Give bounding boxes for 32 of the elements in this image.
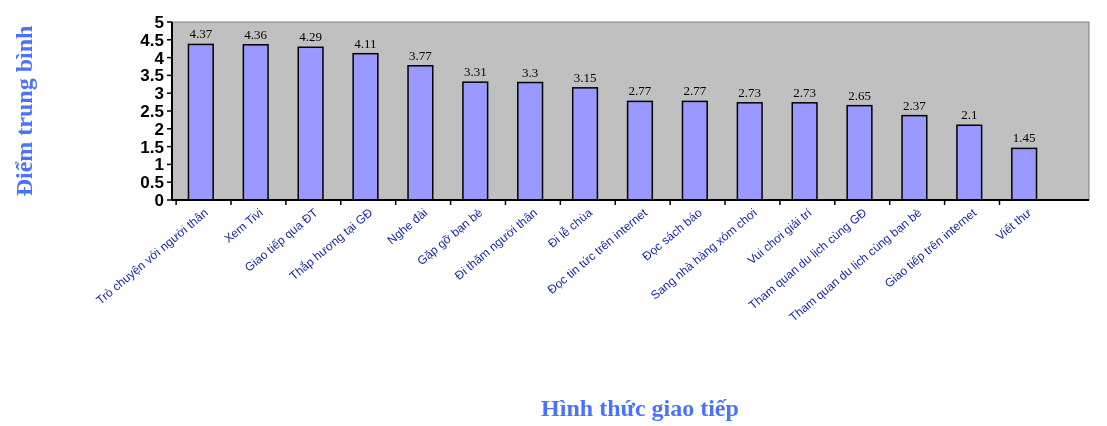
data-label: 2.77: [683, 83, 707, 99]
y-tick-label: 2.5: [140, 101, 164, 121]
data-label: 2.77: [628, 83, 652, 99]
y-tick-label: 1.5: [140, 137, 164, 157]
data-label: 4.36: [244, 26, 268, 42]
data-label: 1.45: [1012, 130, 1036, 146]
x-tick-label: Xem Tivi: [221, 205, 266, 246]
data-label: 2.73: [793, 84, 816, 100]
y-tick-label: 0: [154, 190, 164, 210]
data-label: 3.31: [463, 64, 487, 80]
x-tick-label: Viết thư: [993, 205, 1035, 244]
y-tick-label: 4.5: [140, 30, 164, 50]
data-label: 3.3: [522, 64, 539, 80]
y-axis-title: Điểm trung bình: [11, 25, 37, 197]
x-axis-title: Hình thức giao tiếp: [541, 395, 739, 421]
y-tick-label: 1: [154, 155, 164, 175]
x-tick-label: Đi lễ chùa: [544, 204, 596, 251]
data-label: 3.77: [409, 47, 433, 63]
data-label: 4.37: [189, 26, 213, 42]
y-tick-label: 5: [154, 12, 164, 32]
y-tick-label: 3.5: [140, 66, 164, 86]
y-tick-label: 3: [154, 84, 164, 104]
y-tick-label: 4: [154, 48, 165, 68]
y-tick-label: 0.5: [140, 173, 164, 193]
data-label: 2.73: [738, 84, 762, 100]
data-label: 2.65: [848, 87, 871, 103]
data-label: 2.37: [903, 97, 927, 113]
data-label: 4.11: [354, 35, 377, 51]
data-label: 2.1: [961, 107, 978, 123]
data-label: 3.15: [573, 69, 597, 85]
data-label: 4.29: [299, 29, 322, 45]
y-tick-label: 2: [154, 119, 164, 139]
